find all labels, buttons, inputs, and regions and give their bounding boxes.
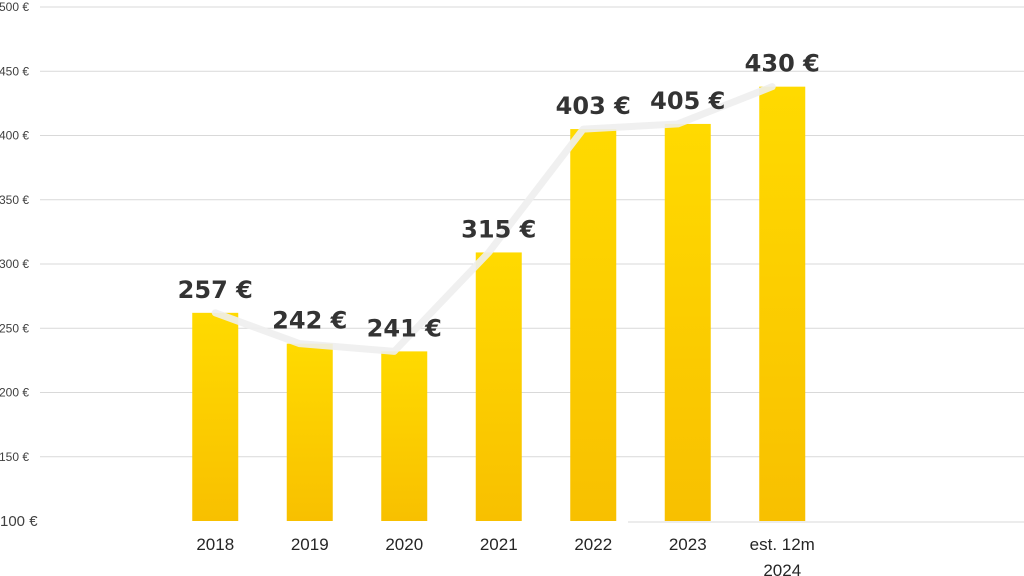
- y-tick-label-100: 100 €: [0, 513, 38, 530]
- bar-0: [192, 312, 239, 521]
- data-label-1: 242 €: [272, 307, 347, 335]
- bar-5: [664, 123, 711, 521]
- data-labels: 257 € 242 € 241 € 315 € 403 € 405 € 430 €: [178, 50, 820, 343]
- data-label-5: 405 €: [650, 87, 725, 115]
- bar-4: [570, 129, 617, 521]
- x-tick-label-2: 2020: [385, 535, 423, 554]
- x-tick-label-5: 2023: [669, 535, 707, 554]
- x-tick-label-6-0: est. 12m: [750, 535, 815, 554]
- trend-line: [211, 83, 776, 355]
- bar-1: [286, 343, 333, 521]
- x-tick-label-1: 2019: [291, 535, 329, 554]
- y-tick-label-400: 400 €: [0, 129, 29, 143]
- data-label-4: 403 €: [556, 92, 631, 120]
- y-tick-label-350: 350 €: [0, 193, 29, 207]
- gridlines: [40, 6, 1024, 523]
- x-tick-label-4: 2022: [574, 535, 612, 554]
- data-label-2: 241 €: [367, 314, 442, 342]
- bar-6: [759, 86, 806, 522]
- y-tick-label-300: 300 €: [0, 257, 29, 271]
- x-axis-ticks: 2018 2019 2020 2021 2022 2023 est. 12m 2024: [196, 535, 815, 576]
- y-tick-label-200: 200 €: [0, 386, 29, 400]
- y-tick-label-250: 250 €: [0, 321, 29, 335]
- data-label-3: 315 €: [461, 215, 536, 243]
- y-axis-ticks: 500 € 450 € 400 € 350 € 300 € 250 € 200 € 150 €…: [0, 0, 38, 530]
- trend-line-group: [211, 83, 776, 355]
- x-tick-label-6-1: 2024: [763, 561, 801, 576]
- data-label-0: 257 €: [178, 276, 253, 304]
- x-tick-label-3: 2021: [480, 535, 518, 554]
- bar-3: [475, 252, 522, 521]
- x-tick-label-0: 2018: [196, 535, 234, 554]
- y-tick-label-150: 150 €: [0, 450, 29, 464]
- data-label-6: 430 €: [745, 50, 820, 78]
- y-tick-label-500: 500 €: [0, 0, 29, 14]
- bars: [192, 86, 806, 522]
- bar-2: [381, 351, 428, 521]
- y-tick-label-450: 450 €: [0, 64, 29, 78]
